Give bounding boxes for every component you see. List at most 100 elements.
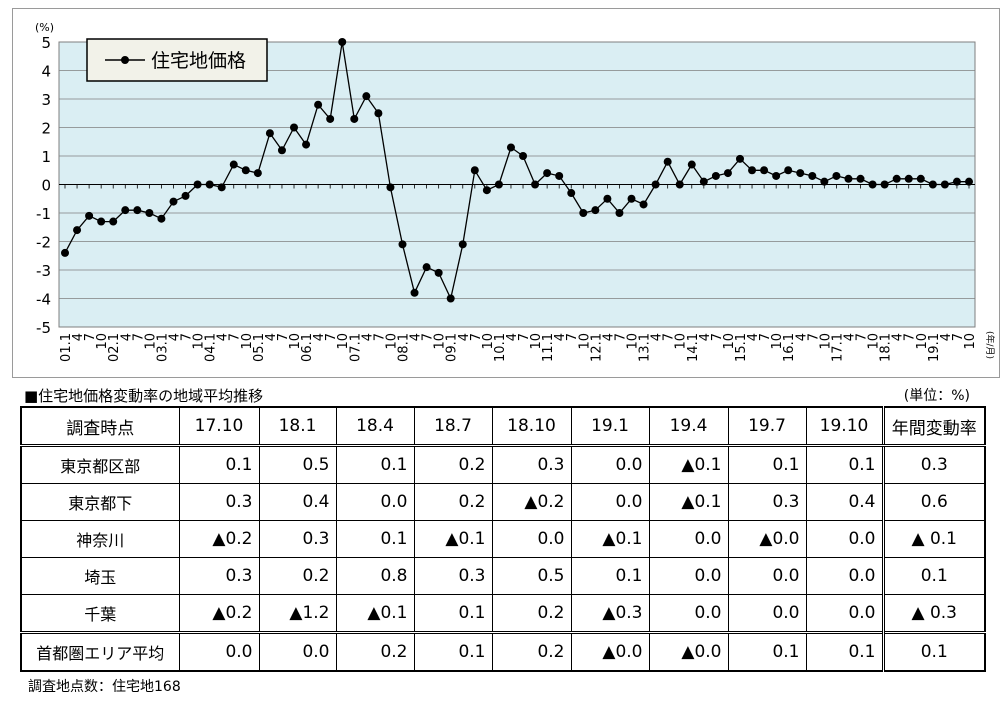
- x-tick-label: 10: [288, 333, 303, 350]
- table-cell: ▲0.1: [648, 445, 729, 485]
- table-cell: 0.3: [258, 519, 337, 558]
- table-cell: 0.1: [805, 630, 884, 672]
- table-row: 首都圏エリア平均 0.0 0.0 0.2 0.1 0.2 ▲0.0 ▲0.0 0.1 0.1 0.1: [20, 630, 986, 672]
- x-tick-label: 01.1: [59, 333, 74, 362]
- x-tick-label: 7: [421, 333, 436, 341]
- table-cell: ▲0.3: [570, 593, 650, 633]
- x-tick-label: 4: [360, 333, 375, 341]
- regional-price-table: 調査時点 17.10 18.1 18.4 18.7 18.10 19.1 19.4 19.7 19…: [20, 406, 986, 672]
- table-cell: ▲0.1: [648, 483, 729, 521]
- annual-change-cell: 0.3: [881, 445, 986, 485]
- x-tick-label: 10: [143, 333, 158, 350]
- x-tick-label: 4: [794, 333, 809, 341]
- data-point: [121, 206, 130, 215]
- table-row: 千葉 ▲0.2 ▲1.2 ▲0.1 0.1 0.2 ▲0.3 0.0 0.0 0.0 ▲ 0.3: [20, 593, 986, 633]
- data-point: [434, 268, 443, 277]
- data-point: [229, 160, 238, 169]
- data-point: [217, 183, 226, 192]
- row-label: 神奈川: [20, 519, 180, 558]
- data-point: [97, 217, 106, 226]
- table-cell: 0.0: [727, 593, 807, 633]
- data-point: [880, 180, 889, 189]
- data-point: [109, 217, 118, 226]
- data-point: [531, 180, 540, 189]
- data-point: [61, 248, 69, 257]
- table-cell: 0.0: [805, 519, 884, 558]
- x-tick-label: 7: [131, 333, 146, 341]
- row-label: 首都圏エリア平均: [20, 630, 180, 672]
- column-header: 17.10: [178, 406, 260, 447]
- table-cell: ▲0.0: [570, 630, 650, 672]
- annual-change-cell: 0.1: [881, 556, 986, 595]
- data-point: [470, 166, 479, 175]
- data-point: [928, 180, 937, 189]
- x-tick-label: 10: [867, 333, 882, 350]
- data-point: [952, 177, 961, 186]
- x-tick-label: 4: [216, 333, 231, 341]
- y-tick-label: -5: [36, 319, 51, 337]
- x-tick-label: 4: [409, 333, 424, 341]
- x-tick-label: 10: [384, 333, 399, 350]
- table-cell: 0.0: [570, 483, 650, 521]
- x-tick-label: 4: [601, 333, 616, 341]
- data-point: [711, 171, 720, 180]
- x-tick-label: 4: [167, 333, 182, 341]
- table-cell: 0.4: [805, 483, 884, 521]
- data-point: [627, 194, 636, 203]
- table-cell: 0.2: [258, 556, 337, 595]
- data-point: [458, 240, 467, 249]
- x-tick-label: 4: [457, 333, 472, 341]
- x-tick-label: 4: [553, 333, 568, 341]
- column-header: 19.1: [570, 406, 650, 447]
- x-tick-label: 7: [180, 333, 195, 341]
- data-point: [410, 288, 419, 297]
- data-point: [506, 143, 515, 152]
- annual-change-cell: ▲ 0.1: [881, 519, 986, 558]
- unit-label: (単位：%): [903, 388, 970, 404]
- y-tick-label: -3: [36, 262, 51, 280]
- data-point: [663, 157, 672, 166]
- y-tick-label: 1: [41, 148, 51, 166]
- x-tick-label: 4: [312, 333, 327, 341]
- data-point: [241, 166, 250, 175]
- x-tick-label: 10: [626, 333, 641, 350]
- x-tick-label: 10: [915, 333, 930, 350]
- table-cell: 0.2: [491, 630, 572, 672]
- table-cell: ▲0.1: [335, 593, 415, 633]
- data-point: [748, 166, 757, 175]
- table-row: 埼玉 0.3 0.2 0.8 0.3 0.5 0.1 0.0 0.0 0.0 0.1: [20, 556, 986, 595]
- x-tick-label: 7: [758, 333, 773, 341]
- table-cell: 0.1: [178, 445, 260, 485]
- data-point: [639, 200, 648, 209]
- data-point: [386, 183, 395, 192]
- data-point: [808, 171, 817, 180]
- data-point: [772, 171, 781, 180]
- table-cell: 0.5: [491, 556, 572, 595]
- table-cell: 0.0: [570, 445, 650, 485]
- annual-change-cell: 0.1: [881, 630, 986, 672]
- table-cell: 0.1: [805, 445, 884, 485]
- x-tick-label: 7: [276, 333, 291, 341]
- data-point: [760, 166, 769, 175]
- row-label: 東京都下: [20, 483, 180, 521]
- table-cell: 0.2: [491, 593, 572, 633]
- legend-marker: [121, 56, 129, 64]
- x-tick-label: 10: [336, 333, 351, 350]
- x-tick-label: 18.1: [879, 333, 894, 362]
- data-point: [326, 114, 335, 123]
- table-cell: 0.0: [648, 519, 729, 558]
- x-tick-label: 02.1: [107, 333, 122, 362]
- column-header: 年間変動率: [881, 406, 986, 447]
- table-cell: 0.8: [335, 556, 415, 595]
- y-tick-label: 0: [41, 177, 51, 195]
- data-point: [277, 146, 286, 155]
- table-cell: ▲0.2: [178, 519, 260, 558]
- y-tick-label: 5: [41, 34, 51, 52]
- data-point: [290, 123, 299, 132]
- table-cell: 0.1: [570, 556, 650, 595]
- x-tick-label: 08.1: [396, 333, 411, 362]
- data-point: [314, 100, 323, 109]
- x-tick-label: 10: [577, 333, 592, 350]
- data-point: [603, 194, 612, 203]
- table-cell: ▲0.2: [491, 483, 572, 521]
